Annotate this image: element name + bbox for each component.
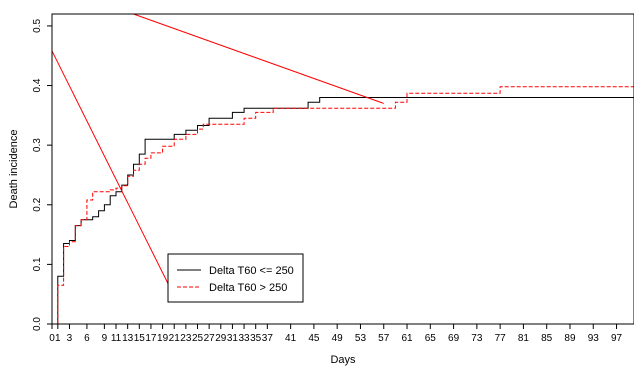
x-tick-label: 9	[102, 333, 108, 344]
legend-label-2: Delta T60 > 250	[209, 282, 287, 294]
x-tick-label: 65	[425, 333, 437, 344]
y-tick-label: 0.1	[32, 257, 43, 271]
x-tick-label: 61	[401, 333, 413, 344]
x-tick-label: 15	[134, 333, 146, 344]
x-tick-label: 41	[285, 333, 297, 344]
x-tick-label: 27	[204, 333, 216, 344]
x-tick-label: 17	[145, 333, 157, 344]
x-tick-label: 1	[55, 333, 61, 344]
x-tick-label: 21	[169, 333, 181, 344]
x-tick-label: 53	[355, 333, 367, 344]
legend-label-1: Delta T60 <= 250	[209, 265, 294, 277]
x-tick-label: 23	[180, 333, 192, 344]
plot-layer	[51, 13, 634, 325]
y-tick-label: 0.5	[32, 19, 43, 33]
x-tick-label: 93	[588, 333, 600, 344]
series-line-gt-250	[52, 86, 634, 325]
x-tick-label: 6	[84, 333, 90, 344]
x-tick-label: 97	[611, 333, 623, 344]
x-tick-label: 11	[111, 333, 122, 344]
x-tick-label: 81	[518, 333, 530, 344]
x-tick-label: 49	[332, 333, 344, 344]
series-line-le-250	[52, 97, 634, 325]
x-tick-label: 57	[378, 333, 390, 344]
y-tick-label: 0.2	[32, 197, 43, 211]
x-tick-label: 89	[564, 333, 576, 344]
y-tick-label: 0.4	[32, 78, 43, 92]
axis-layer: 0 1 3 6 9 11 13 15 17 19 21 23 25 27 29 31 33 35 37 41 45 49 5…	[8, 13, 634, 366]
x-tick-label: 0	[49, 333, 55, 344]
annotation-line-2	[133, 13, 384, 104]
legend-box	[167, 253, 304, 303]
x-tick-label: 19	[157, 333, 169, 344]
x-tick-label: 25	[192, 333, 204, 344]
x-tick-label: 31	[227, 333, 239, 344]
x-tick-label: 77	[495, 333, 507, 344]
x-tick-label: 3	[67, 333, 73, 344]
y-tick-label: 0.0	[32, 317, 43, 331]
x-tick-label: 85	[541, 333, 553, 344]
x-tick-label: 73	[471, 333, 483, 344]
y-axis-title: Death incidence	[8, 130, 20, 209]
y-tick-label: 0.3	[32, 138, 43, 152]
x-tick-label: 13	[122, 333, 134, 344]
x-tick-label: 69	[448, 333, 460, 344]
x-tick-label: 29	[215, 333, 227, 344]
x-tick-label: 45	[308, 333, 320, 344]
x-tick-label: 37	[262, 333, 274, 344]
annotation-line-1	[51, 50, 175, 297]
x-axis-title: Days	[330, 354, 356, 366]
x-tick-label: 35	[250, 333, 262, 344]
legend: Delta T60 <= 250 Delta T60 > 250	[167, 253, 304, 303]
x-tick-label: 33	[238, 333, 250, 344]
plot-frame	[51, 13, 634, 325]
